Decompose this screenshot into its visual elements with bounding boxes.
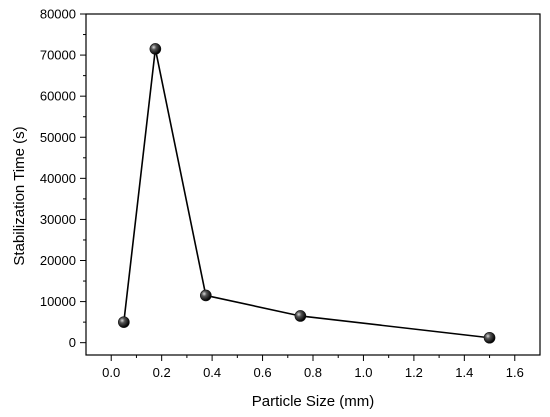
x-tick-label: 0.0 <box>102 365 120 380</box>
series-layer <box>118 43 496 344</box>
series-line <box>123 48 490 339</box>
y-tick-label: 60000 <box>40 89 76 104</box>
data-point <box>200 289 212 302</box>
x-tick-label: 0.4 <box>203 365 221 380</box>
y-tick-label: 0 <box>69 335 76 350</box>
x-tick-label: 1.4 <box>455 365 473 380</box>
y-tick-label: 30000 <box>40 212 76 227</box>
data-point <box>483 331 496 344</box>
x-tick-label: 0.8 <box>304 365 322 380</box>
x-tick-label: 0.2 <box>153 365 171 380</box>
y-tick-label: 40000 <box>40 171 76 186</box>
data-point <box>294 310 307 322</box>
y-tick-label: 10000 <box>40 294 76 309</box>
data-point <box>149 43 162 55</box>
data-point <box>118 316 130 328</box>
y-tick-label: 80000 <box>40 7 76 22</box>
x-axis-label: Particle Size (mm) <box>252 393 375 410</box>
x-tick-label: 1.0 <box>354 365 372 380</box>
x-tick-label: 1.2 <box>405 365 423 380</box>
y-axis-ticks: 0 10000 20000 30000 40000 50000 60000 70000 8000… <box>40 7 86 350</box>
x-axis-ticks: 0.0 0.2 0.4 0.6 0.8 1.0 1.2 1.4 1.6 <box>102 355 524 380</box>
y-tick-label: 50000 <box>40 130 76 145</box>
x-tick-label: 0.6 <box>254 365 272 380</box>
y-tick-label: 20000 <box>40 253 76 268</box>
y-axis-label: Stabilization Time (s) <box>11 126 28 265</box>
x-tick-label: 1.6 <box>506 365 524 380</box>
y-tick-label: 70000 <box>40 48 76 63</box>
